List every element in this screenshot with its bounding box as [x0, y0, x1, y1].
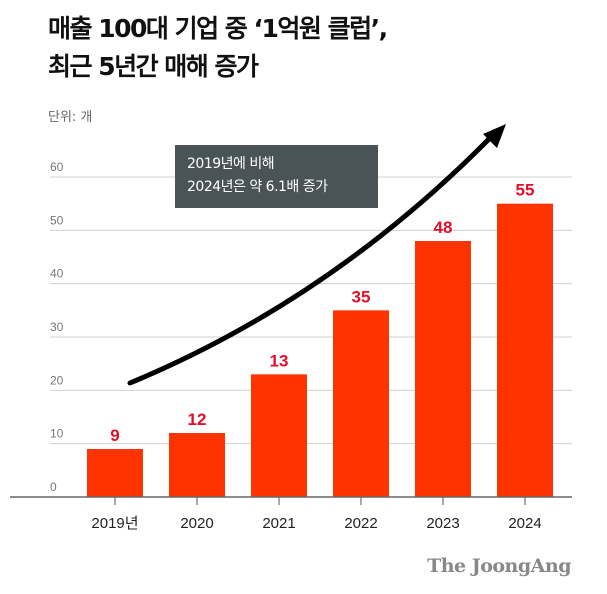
- bar: [415, 241, 471, 497]
- bar: [169, 433, 225, 497]
- arrow-head-icon: [483, 124, 506, 148]
- bar: [251, 374, 307, 497]
- unit-label: 단위: 개: [48, 110, 93, 125]
- x-tick-label: 2019년: [91, 515, 138, 532]
- data-label: 55: [516, 181, 535, 200]
- y-tick-label: 0: [50, 480, 57, 494]
- data-label: 9: [110, 426, 119, 445]
- data-label: 35: [352, 287, 371, 306]
- y-tick-label: 20: [50, 373, 64, 387]
- annotation-callout: 2019년에 비해 2024년은 약 6.1배 증가: [175, 145, 378, 208]
- brand-logo: The JoongAng: [427, 555, 571, 577]
- chart-title: 매출 100대 기업 중 ‘1억원 클럽’, 최근 5년간 매해 증가: [48, 10, 388, 86]
- annotation-line-1: 2019년에 비해: [187, 156, 275, 172]
- trend-arrow: [127, 135, 493, 386]
- annotation-line-2: 2024년은 약 6.1배 증가: [187, 179, 328, 195]
- title-line-2: 최근 5년간 매해 증가: [48, 52, 259, 81]
- data-label: 13: [270, 351, 289, 370]
- bar: [333, 310, 389, 497]
- bar: [87, 449, 143, 497]
- y-tick-label: 10: [50, 427, 64, 441]
- y-tick-label: 30: [50, 320, 64, 334]
- data-label: 12: [188, 410, 207, 429]
- y-tick-label: 60: [50, 160, 64, 174]
- x-tick-label: 2024: [508, 515, 541, 532]
- x-tick-label: 2022: [344, 515, 377, 532]
- x-tick-label: 2020: [180, 515, 213, 532]
- data-label: 48: [434, 218, 453, 237]
- x-tick-label: 2021: [262, 515, 295, 532]
- y-tick-label: 50: [50, 213, 64, 227]
- title-line-1: 매출 100대 기업 중 ‘1억원 클럽’,: [48, 14, 388, 43]
- bar: [497, 203, 553, 497]
- x-tick-label: 2023: [426, 515, 459, 532]
- y-tick-label: 40: [50, 267, 64, 281]
